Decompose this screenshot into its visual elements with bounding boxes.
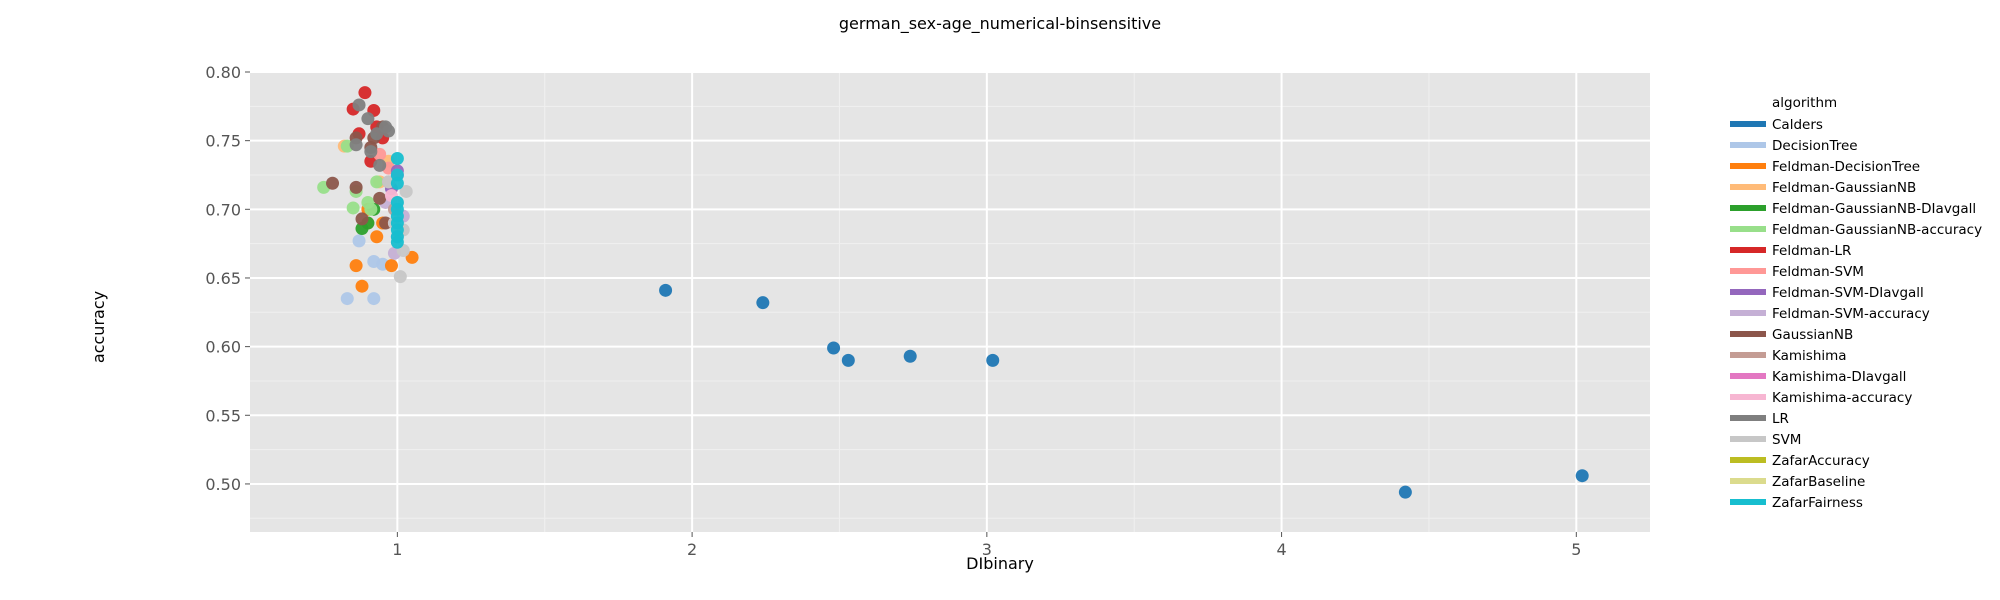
legend-swatch (1730, 247, 1766, 253)
legend-swatch (1730, 478, 1766, 484)
y-tick-label: 0.55 (205, 406, 241, 425)
legend-swatch (1730, 121, 1766, 127)
data-point (326, 176, 340, 190)
legend-item-label: Feldman-LR (1772, 243, 1851, 259)
data-point (349, 259, 363, 273)
data-point (367, 292, 381, 306)
legend-swatch (1730, 457, 1766, 463)
legend: algorithm Calders DecisionTree Feldman-Dec… (1730, 95, 1982, 511)
data-point (373, 191, 387, 205)
legend-swatch (1730, 499, 1766, 505)
legend-item-label: ZafarBaseline (1772, 474, 1865, 490)
legend-item-label: SVM (1772, 432, 1801, 448)
legend-swatch (1730, 373, 1766, 379)
legend-swatch (1730, 184, 1766, 190)
data-point (903, 349, 917, 363)
legend-item-label: LR (1772, 411, 1789, 427)
legend-item-label: Feldman-SVM-accuracy (1772, 306, 1930, 322)
x-axis-title: DIbinary (966, 554, 1034, 573)
legend-swatch (1730, 163, 1766, 169)
data-point (355, 212, 369, 226)
data-point (346, 201, 360, 215)
legend-swatch (1730, 352, 1766, 358)
data-point (382, 124, 396, 138)
legend-swatch (1730, 142, 1766, 148)
data-point (390, 176, 404, 190)
data-point (986, 353, 1000, 367)
legend-item-label: Kamishima-accuracy (1772, 390, 1912, 406)
grid-lines (250, 71, 1650, 532)
y-tick-label: 0.50 (205, 475, 241, 494)
legend-swatch (1730, 226, 1766, 232)
data-point (659, 283, 673, 297)
data-point (370, 230, 384, 244)
legend-item-label: Feldman-GaussianNB-accuracy (1772, 222, 1982, 238)
data-point (399, 184, 413, 198)
data-point (390, 152, 404, 166)
y-tick-label: 0.60 (205, 338, 241, 357)
legend-item-label: Feldman-GaussianNB (1772, 180, 1916, 196)
data-point (841, 353, 855, 367)
legend-item-label: ZafarAccuracy (1772, 453, 1870, 469)
legend-swatch (1730, 394, 1766, 400)
y-tick-label: 0.65 (205, 269, 241, 288)
data-point (364, 202, 378, 216)
legend-item-label: ZafarFairness (1772, 495, 1863, 511)
legend-swatch (1730, 331, 1766, 337)
y-tick-label: 0.80 (205, 63, 241, 82)
legend-swatch (1730, 310, 1766, 316)
legend-swatch (1730, 289, 1766, 295)
legend-item-label: DecisionTree (1772, 138, 1858, 154)
data-point (364, 145, 378, 159)
y-axis-title: accuracy (89, 291, 108, 363)
data-point (370, 175, 384, 189)
data-point (349, 138, 363, 152)
x-tick-label: 5 (1571, 540, 1581, 559)
x-tick-label: 2 (687, 540, 697, 559)
legend-item-label: Kamishima-DIavgall (1772, 369, 1906, 385)
legend-item-label: GaussianNB (1772, 327, 1853, 343)
y-tick-label: 0.75 (205, 132, 241, 151)
y-tick-label: 0.70 (205, 200, 241, 219)
data-point (405, 250, 419, 264)
data-point (352, 234, 366, 248)
axis-ticks: 1 2 3 4 5 0.50 0.55 0.60 0.65 0.70 0.75 0.80 (205, 63, 1581, 559)
data-point (370, 127, 384, 141)
data-point (756, 296, 770, 310)
legend-swatch (1730, 415, 1766, 421)
data-point (373, 158, 387, 172)
data-point (827, 341, 841, 355)
legend-item-label: Feldman-SVM (1772, 264, 1864, 280)
legend-title: algorithm (1772, 95, 1837, 111)
data-point (384, 259, 398, 273)
data-point (355, 279, 369, 293)
data-point (352, 98, 366, 112)
x-tick-label: 3 (982, 540, 992, 559)
legend-item-label: Feldman-DecisionTree (1772, 159, 1920, 175)
legend-swatch (1730, 205, 1766, 211)
x-tick-label: 1 (392, 540, 402, 559)
data-points (317, 86, 1589, 499)
x-tick-label: 4 (1276, 540, 1286, 559)
data-point (1575, 469, 1589, 483)
data-point (361, 112, 375, 126)
legend-item-label: Feldman-GaussianNB-DIavgall (1772, 201, 1976, 217)
data-point (1398, 485, 1412, 499)
data-point (349, 180, 363, 194)
legend-swatch (1730, 436, 1766, 442)
data-point (393, 270, 407, 284)
data-point (358, 86, 372, 100)
legend-item-label: Calders (1772, 117, 1823, 133)
legend-item-label: Kamishima (1772, 348, 1847, 364)
legend-swatch (1730, 268, 1766, 274)
data-point (390, 235, 404, 249)
data-point (340, 292, 354, 306)
legend-item-label: Feldman-SVM-DIavgall (1772, 285, 1924, 301)
chart-title: german_sex-age_numerical-binsensitive (839, 14, 1161, 34)
plot-background (250, 72, 1650, 532)
